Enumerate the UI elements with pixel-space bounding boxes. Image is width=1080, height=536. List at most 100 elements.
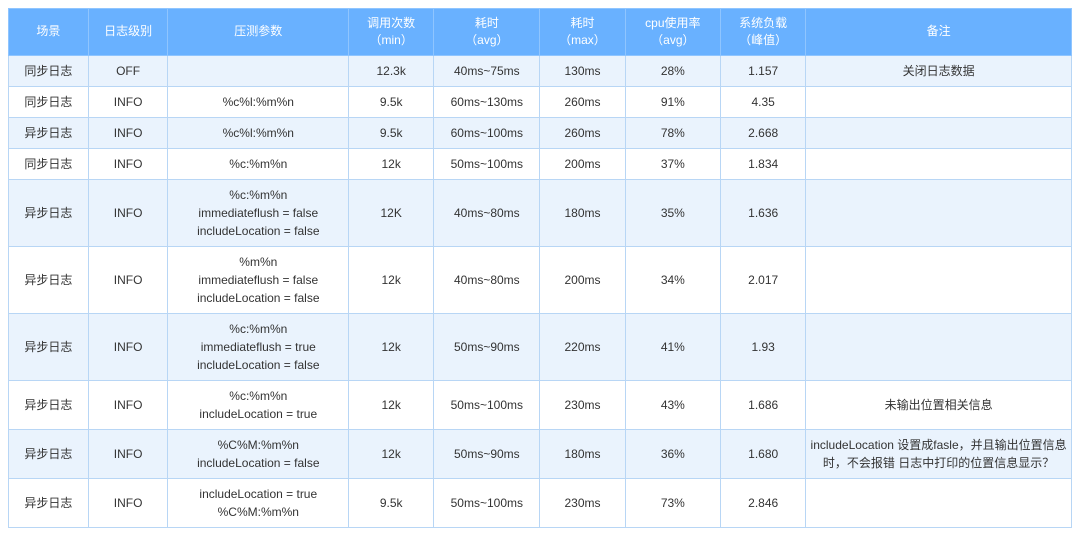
cell-cpu: 91% xyxy=(625,86,721,117)
cell-cpu: 35% xyxy=(625,179,721,246)
cell-t_avg: 50ms~90ms xyxy=(434,429,540,478)
col-calls: 调用次数 （min） xyxy=(349,9,434,56)
col-params: 压测参数 xyxy=(168,9,349,56)
cell-scene: 异步日志 xyxy=(9,313,89,380)
table-row: 异步日志INFOincludeLocation = true %C%M:%m%n… xyxy=(9,478,1072,527)
col-load: 系统负载 （峰值） xyxy=(721,9,806,56)
table-row: 异步日志INFO%c%l:%m%n9.5k60ms~100ms260ms78%2… xyxy=(9,117,1072,148)
cell-t_max: 230ms xyxy=(540,380,625,429)
cell-calls: 12K xyxy=(349,179,434,246)
cell-params: %c:%m%n xyxy=(168,148,349,179)
cell-remark: 未输出位置相关信息 xyxy=(806,380,1072,429)
cell-t_avg: 50ms~100ms xyxy=(434,148,540,179)
cell-params: %c%l:%m%n xyxy=(168,86,349,117)
cell-t_max: 260ms xyxy=(540,86,625,117)
performance-table: 场景 日志级别 压测参数 调用次数 （min） 耗时 （avg） 耗时 （max… xyxy=(8,8,1072,528)
cell-level: OFF xyxy=(88,55,168,86)
cell-load: 1.636 xyxy=(721,179,806,246)
cell-calls: 9.5k xyxy=(349,117,434,148)
table-row: 异步日志INFO%c:%m%n immediateflush = false i… xyxy=(9,179,1072,246)
cell-t_max: 180ms xyxy=(540,179,625,246)
cell-remark xyxy=(806,148,1072,179)
cell-params: %c%l:%m%n xyxy=(168,117,349,148)
cell-t_max: 200ms xyxy=(540,246,625,313)
cell-t_max: 220ms xyxy=(540,313,625,380)
cell-params: %m%n immediateflush = false includeLocat… xyxy=(168,246,349,313)
cell-cpu: 73% xyxy=(625,478,721,527)
cell-load: 4.35 xyxy=(721,86,806,117)
cell-scene: 异步日志 xyxy=(9,179,89,246)
cell-scene: 同步日志 xyxy=(9,86,89,117)
cell-calls: 12k xyxy=(349,429,434,478)
col-level: 日志级别 xyxy=(88,9,168,56)
col-t-avg: 耗时 （avg） xyxy=(434,9,540,56)
table-row: 异步日志INFO%c:%m%n immediateflush = true in… xyxy=(9,313,1072,380)
cell-cpu: 34% xyxy=(625,246,721,313)
cell-load: 2.846 xyxy=(721,478,806,527)
cell-t_avg: 50ms~100ms xyxy=(434,478,540,527)
cell-params xyxy=(168,55,349,86)
cell-load: 2.668 xyxy=(721,117,806,148)
cell-t_avg: 50ms~90ms xyxy=(434,313,540,380)
cell-params: includeLocation = true %C%M:%m%n xyxy=(168,478,349,527)
cell-level: INFO xyxy=(88,179,168,246)
table-row: 异步日志INFO%c:%m%n includeLocation = true12… xyxy=(9,380,1072,429)
cell-level: INFO xyxy=(88,429,168,478)
cell-scene: 异步日志 xyxy=(9,117,89,148)
col-scene: 场景 xyxy=(9,9,89,56)
cell-cpu: 41% xyxy=(625,313,721,380)
cell-scene: 同步日志 xyxy=(9,55,89,86)
cell-load: 1.157 xyxy=(721,55,806,86)
cell-remark xyxy=(806,478,1072,527)
col-cpu: cpu使用率 （avg） xyxy=(625,9,721,56)
cell-remark xyxy=(806,246,1072,313)
table-row: 异步日志INFO%C%M:%m%n includeLocation = fals… xyxy=(9,429,1072,478)
cell-remark xyxy=(806,86,1072,117)
table-row: 同步日志INFO%c%l:%m%n9.5k60ms~130ms260ms91%4… xyxy=(9,86,1072,117)
cell-remark xyxy=(806,313,1072,380)
cell-params: %c:%m%n immediateflush = true includeLoc… xyxy=(168,313,349,380)
cell-remark xyxy=(806,179,1072,246)
table-body: 同步日志OFF12.3k40ms~75ms130ms28%1.157关闭日志数据… xyxy=(9,55,1072,527)
cell-load: 2.017 xyxy=(721,246,806,313)
cell-calls: 12k xyxy=(349,313,434,380)
cell-scene: 同步日志 xyxy=(9,148,89,179)
cell-cpu: 37% xyxy=(625,148,721,179)
cell-params: %c:%m%n includeLocation = true xyxy=(168,380,349,429)
table-row: 异步日志INFO%m%n immediateflush = false incl… xyxy=(9,246,1072,313)
cell-scene: 异步日志 xyxy=(9,478,89,527)
cell-calls: 12k xyxy=(349,148,434,179)
cell-t_avg: 40ms~75ms xyxy=(434,55,540,86)
cell-cpu: 28% xyxy=(625,55,721,86)
cell-calls: 12.3k xyxy=(349,55,434,86)
cell-remark: includeLocation 设置成fasle，并且输出位置信息时，不会报错 … xyxy=(806,429,1072,478)
cell-remark: 关闭日志数据 xyxy=(806,55,1072,86)
cell-level: INFO xyxy=(88,313,168,380)
cell-params: %C%M:%m%n includeLocation = false xyxy=(168,429,349,478)
cell-t_avg: 40ms~80ms xyxy=(434,246,540,313)
cell-t_avg: 50ms~100ms xyxy=(434,380,540,429)
cell-calls: 9.5k xyxy=(349,86,434,117)
cell-level: INFO xyxy=(88,380,168,429)
cell-level: INFO xyxy=(88,148,168,179)
cell-level: INFO xyxy=(88,478,168,527)
cell-calls: 9.5k xyxy=(349,478,434,527)
cell-t_avg: 60ms~130ms xyxy=(434,86,540,117)
cell-scene: 异步日志 xyxy=(9,429,89,478)
cell-scene: 异步日志 xyxy=(9,246,89,313)
cell-load: 1.834 xyxy=(721,148,806,179)
cell-t_max: 230ms xyxy=(540,478,625,527)
col-remark: 备注 xyxy=(806,9,1072,56)
table-row: 同步日志INFO%c:%m%n12k50ms~100ms200ms37%1.83… xyxy=(9,148,1072,179)
cell-scene: 异步日志 xyxy=(9,380,89,429)
cell-load: 1.680 xyxy=(721,429,806,478)
cell-calls: 12k xyxy=(349,380,434,429)
cell-level: INFO xyxy=(88,86,168,117)
cell-t_max: 260ms xyxy=(540,117,625,148)
col-t-max: 耗时 （max） xyxy=(540,9,625,56)
cell-level: INFO xyxy=(88,246,168,313)
cell-t_max: 200ms xyxy=(540,148,625,179)
table-row: 同步日志OFF12.3k40ms~75ms130ms28%1.157关闭日志数据 xyxy=(9,55,1072,86)
table-header: 场景 日志级别 压测参数 调用次数 （min） 耗时 （avg） 耗时 （max… xyxy=(9,9,1072,56)
cell-t_max: 180ms xyxy=(540,429,625,478)
